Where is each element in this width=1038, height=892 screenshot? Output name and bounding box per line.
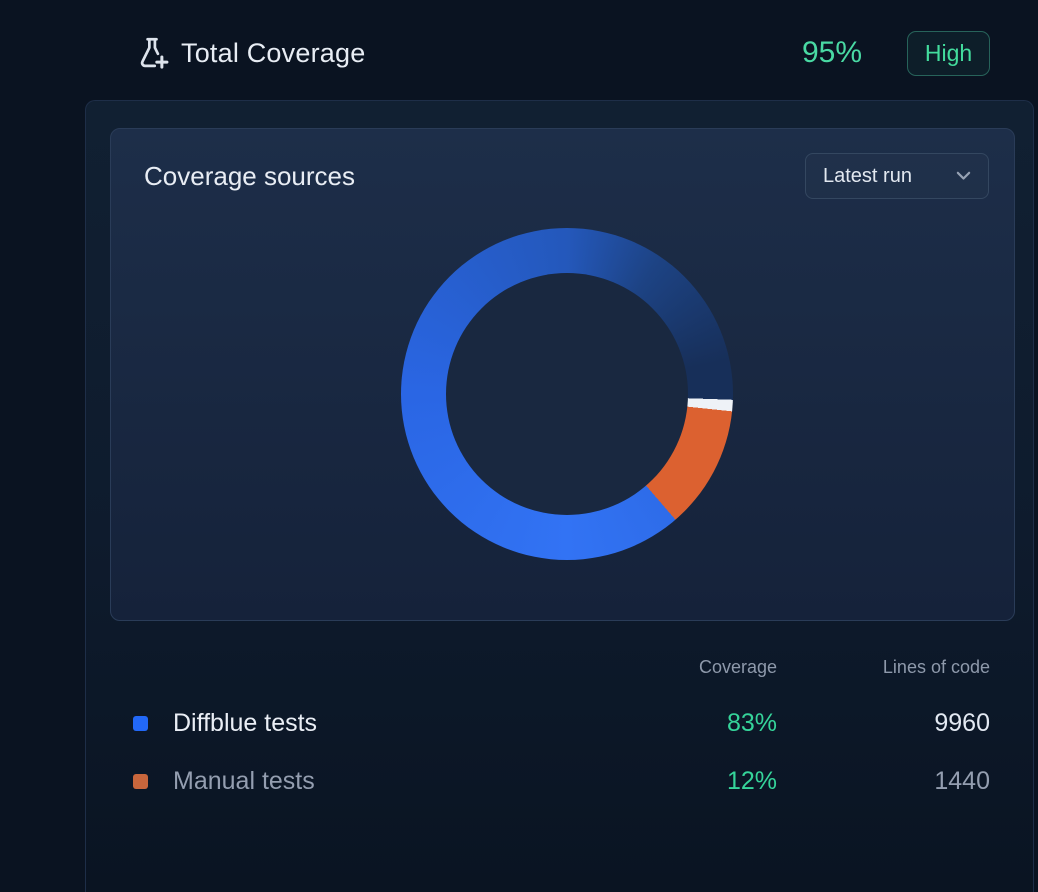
card-title: Coverage sources (144, 161, 355, 191)
table-header-row: Coverage Lines of code (86, 657, 1033, 683)
column-header-coverage: Coverage (698, 657, 777, 677)
donut-hole (445, 272, 689, 516)
legend-swatch (133, 773, 148, 789)
row-coverage-value: 12% (726, 766, 777, 795)
status-badge: High (907, 31, 990, 76)
row-coverage-value: 83% (726, 708, 777, 737)
row-lines-of-code-value: 1440 (934, 766, 990, 795)
chevron-down-icon (956, 171, 971, 180)
row-label: Manual tests (173, 766, 315, 795)
row-lines-of-code-value: 9960 (934, 708, 990, 737)
total-coverage-card: Coverage sources Latest run Coverage Lin… (85, 100, 1034, 892)
page-title: Total Coverage (181, 38, 366, 68)
total-coverage-percent: 95% (801, 36, 862, 69)
table-row[interactable]: Diffblue tests 83% 9960 (86, 705, 1033, 741)
status-badge-label: High (924, 40, 973, 66)
legend-swatch (133, 715, 148, 731)
coverage-sources-card: Coverage sources Latest run (110, 128, 1015, 621)
table-row[interactable]: Manual tests 12% 1440 (86, 763, 1033, 799)
dropdown-selected-value: Latest run (823, 164, 912, 187)
row-label: Diffblue tests (173, 708, 318, 737)
coverage-donut-chart[interactable] (401, 228, 733, 560)
flask-plus-icon (140, 37, 169, 69)
column-header-lines-of-code: Lines of code (882, 657, 990, 677)
run-selector-dropdown[interactable]: Latest run (805, 153, 989, 199)
